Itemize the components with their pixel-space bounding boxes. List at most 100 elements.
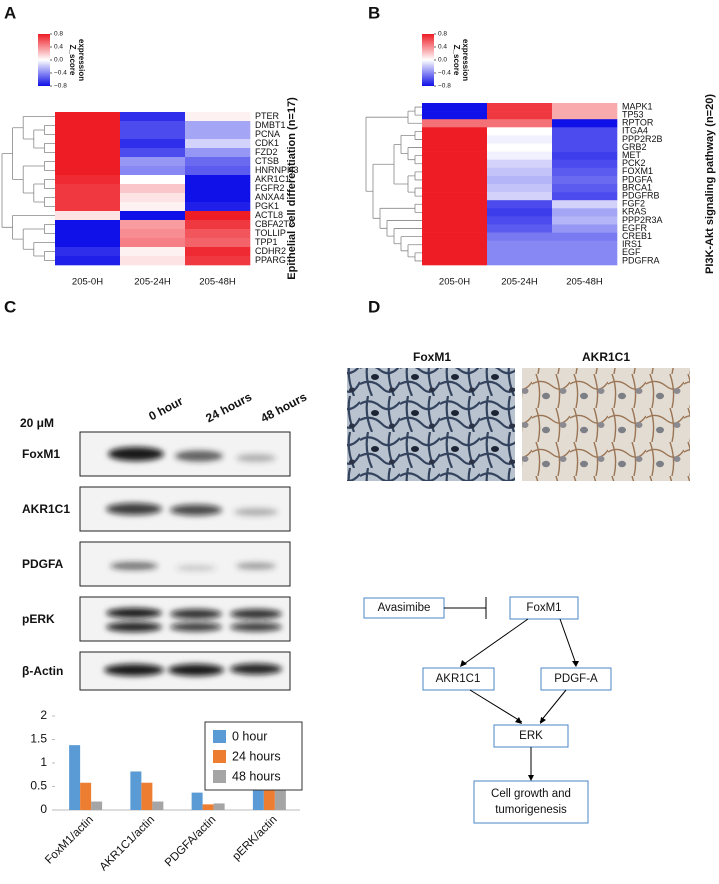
heatmap-cell (552, 103, 618, 112)
heatmap-cell (487, 127, 553, 136)
heatmap-cell (487, 224, 553, 233)
heatmap-cell (552, 200, 618, 209)
heatmap-cell (487, 159, 553, 169)
dendrogram (365, 116, 408, 192)
heatmap-cell (55, 220, 121, 230)
node-label: AKR1C1 (436, 673, 481, 685)
colorbar (38, 34, 50, 86)
heatmap-cell (487, 143, 553, 152)
heatmap-cell (55, 148, 121, 158)
blot: FoxM1 AKR1C1 PDGFA pERK β-Actin (22, 431, 291, 691)
row-label: IRS1 (622, 239, 642, 249)
heatmap-cell (552, 208, 618, 217)
row-label: PCNA (255, 129, 280, 139)
heatmap-cell (185, 139, 251, 149)
row-label: FZD2 (255, 147, 278, 157)
row-label: PDGFRB (622, 191, 660, 201)
heatmap-cell (120, 202, 186, 212)
heatmap-cell (422, 111, 488, 120)
heatmap-cell (487, 111, 553, 120)
row-label: GRB2 (622, 142, 647, 152)
row-label: PCK2 (622, 158, 646, 168)
heatmap-cell (487, 167, 553, 177)
heatmap-cell (55, 247, 121, 257)
dendrogram (379, 207, 415, 229)
node-label: ERK (519, 730, 543, 742)
colorbar-tick-label: 0.8 (54, 31, 63, 38)
dendrogram (44, 143, 55, 153)
colorbar-tick-label: −0.8 (54, 83, 67, 90)
dendrogram (372, 163, 394, 219)
heatmap-cell (422, 248, 488, 258)
heatmap-cell (185, 157, 251, 167)
colorbar-label: expression (461, 39, 470, 81)
blot-panel (79, 596, 291, 642)
heatmap-cell (185, 220, 251, 230)
row-label: CTSB (255, 156, 279, 166)
dendrogram (414, 155, 422, 165)
heatmap-cell (552, 248, 618, 258)
heatmap-cell (552, 159, 618, 169)
dendrogram (44, 251, 55, 261)
heatmap-cell (120, 121, 186, 131)
colorbar-label: Z_score (68, 45, 77, 76)
dendrogram (22, 116, 55, 140)
heatmap-cell (120, 175, 186, 185)
heatmap-cell (487, 216, 553, 225)
heatmap-cell (55, 157, 121, 167)
row-label: HNRNPH3 (255, 165, 299, 175)
colorbar-tick-label: −0.4 (54, 70, 67, 77)
histology-image (347, 368, 515, 481)
y-axis-label: PI3K-Akt signaling pathway (n=20) (704, 94, 716, 274)
blot-condition: 48 hours (258, 389, 309, 425)
bar (141, 782, 153, 810)
heatmap-cell (552, 143, 618, 152)
column-label: 205-48H (199, 277, 236, 288)
heatmap-cell (185, 112, 251, 122)
heatmap-cell (185, 256, 251, 266)
heatmap-cell (185, 211, 251, 221)
heatmap-cell (120, 157, 186, 167)
bar (130, 771, 142, 810)
blot-condition: 24 hours (203, 389, 254, 425)
row-label: ANXA4 (255, 192, 285, 202)
row-label: PTER (255, 111, 280, 121)
dendrogram (44, 179, 55, 189)
dendrogram (414, 130, 422, 140)
image-title: FoxM1 (413, 350, 451, 364)
y-tick-label: 1 (40, 755, 47, 769)
dendrogram (1, 153, 13, 228)
legend-swatch (213, 770, 226, 783)
blot-condition: 0 hour (146, 394, 185, 424)
blot-protein: FoxM1 (22, 447, 60, 461)
dendrogram (400, 236, 422, 252)
heatmap-cell (552, 232, 618, 241)
row-label: KRAS (622, 207, 647, 217)
heatmap-cell (185, 148, 251, 158)
heatmap-cell (487, 200, 553, 209)
dendrogram (414, 203, 422, 213)
heatmap-cell (120, 211, 186, 221)
bar (152, 801, 164, 810)
heatmap-cell (487, 151, 553, 160)
row-label: CBFA2T2 (255, 219, 294, 229)
heatmap-cell (120, 130, 186, 140)
blot-bands (104, 447, 282, 676)
colorbar-tick-label: 0.0 (54, 57, 63, 64)
row-label: BRCA1 (622, 182, 652, 192)
y-axis-label: Epithelial cell differentiation (n=17) (286, 97, 298, 280)
row-label: TPP1 (255, 237, 278, 247)
row-label: FOXM1 (622, 166, 653, 176)
heatmap-cell (55, 166, 121, 176)
heatmap-cell (422, 232, 488, 241)
bar (213, 803, 225, 810)
dendrogram (407, 175, 415, 193)
pathway-diagram: Avasimibe FoxM1 AKR1C1 PDGF-A ERK Cell g… (363, 596, 612, 824)
colorbar-tick-label: 0.4 (438, 44, 447, 51)
heatmap-cell (552, 111, 618, 120)
row-label: PPP2R2B (622, 134, 663, 144)
heatmap-cell (422, 103, 488, 112)
heatmap-cell (487, 232, 553, 241)
bar (80, 782, 92, 810)
blot-protein: PDGFA (22, 557, 64, 571)
